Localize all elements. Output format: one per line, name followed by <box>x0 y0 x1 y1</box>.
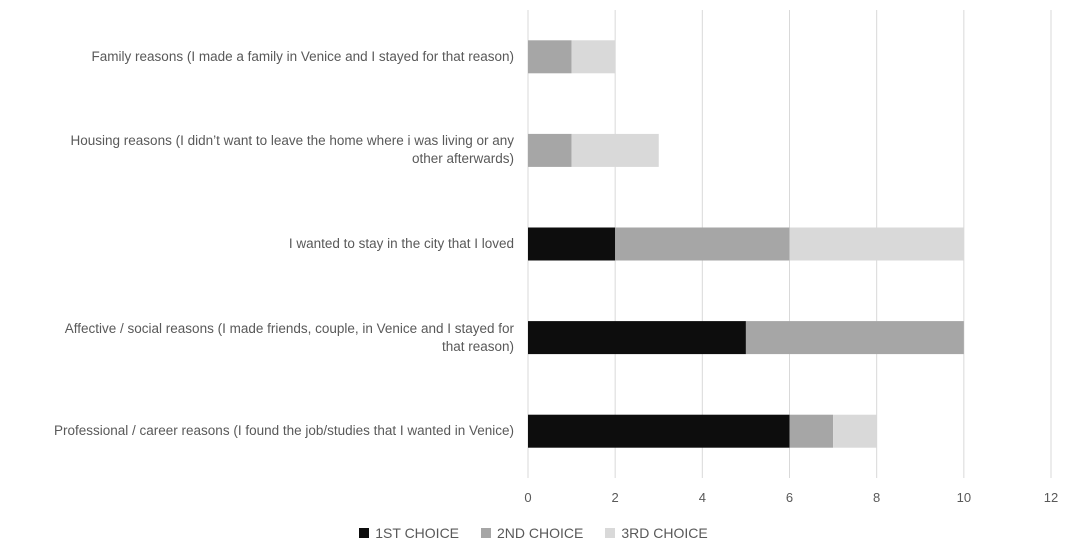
bar-1-cat-5 <box>528 414 790 448</box>
x-tick-label: 10 <box>957 490 971 505</box>
bar-2-cat-2 <box>528 133 572 167</box>
legend-label: 1ST CHOICE <box>375 525 460 541</box>
category-label: I wanted to stay in the city that I love… <box>0 235 514 253</box>
bar-1-cat-3 <box>528 227 616 261</box>
x-axis-ticks: 0 2 4 6 8 10 12 <box>524 490 1058 505</box>
category-label-line: Family reasons (I made a family in Venic… <box>91 48 514 64</box>
legend-swatch <box>481 528 492 538</box>
legend-item: 1ST CHOICE <box>359 525 459 541</box>
x-tick-label: 0 <box>524 490 531 505</box>
bar-1-cat-4 <box>528 321 746 355</box>
bars <box>528 40 964 448</box>
legend-label: 2ND CHOICE <box>497 525 584 541</box>
bar-2-cat-4 <box>745 321 964 355</box>
bar-2-cat-3 <box>615 227 790 261</box>
legend-item: 2ND CHOICE <box>481 525 583 541</box>
category-label-line: Professional / career reasons (I found t… <box>53 423 514 439</box>
category-label-line: other afterwards) <box>411 151 514 167</box>
category-label-line: I wanted to stay in the city that I love… <box>288 236 514 251</box>
x-tick-label: 4 <box>699 490 706 505</box>
bar-2-cat-5 <box>789 414 834 448</box>
x-tick-label: 8 <box>873 490 880 505</box>
bar-3-cat-2 <box>571 133 659 167</box>
legend-swatch <box>359 528 370 538</box>
legend-label: 3RD CHOICE <box>621 525 708 541</box>
category-label: Professional / career reasons (I found t… <box>0 422 514 440</box>
x-tick-label: 2 <box>612 490 619 505</box>
legend-item: 3RD CHOICE <box>605 525 708 541</box>
bar-3-cat-3 <box>789 227 964 261</box>
bar-3-cat-1 <box>571 40 616 74</box>
category-label: Housing reasons (I didn’t want to leave … <box>0 132 514 168</box>
bar-3-cat-5 <box>833 414 877 448</box>
category-label-line: that reason) <box>441 338 514 354</box>
x-tick-label: 12 <box>1044 490 1058 505</box>
bar-2-cat-1 <box>528 40 572 74</box>
x-tick-label: 6 <box>786 490 793 505</box>
category-label-line: Affective / social reasons (I made frien… <box>64 320 514 336</box>
category-label-line: Housing reasons (I didn’t want to leave … <box>70 133 514 149</box>
legend-swatch <box>605 528 616 538</box>
category-label: Affective / social reasons (I made frien… <box>0 320 514 356</box>
legend: 1ST CHOICE 2ND CHOICE 3RD CHOICE <box>0 525 1067 541</box>
category-label: Family reasons (I made a family in Venic… <box>0 48 514 66</box>
